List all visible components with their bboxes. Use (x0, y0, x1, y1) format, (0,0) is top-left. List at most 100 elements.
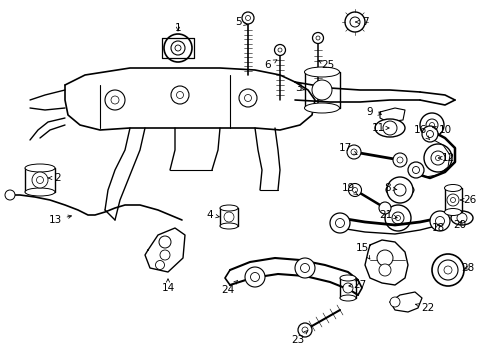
Ellipse shape (304, 103, 339, 113)
Circle shape (382, 121, 396, 135)
Circle shape (456, 213, 466, 223)
Circle shape (159, 236, 171, 248)
Circle shape (392, 153, 406, 167)
Circle shape (32, 172, 48, 188)
Text: 8: 8 (384, 183, 396, 193)
Ellipse shape (339, 275, 355, 281)
Text: 1: 1 (174, 23, 181, 33)
Text: 19: 19 (341, 183, 357, 195)
Ellipse shape (25, 188, 55, 196)
Text: 26: 26 (460, 195, 476, 205)
Circle shape (378, 202, 390, 214)
Circle shape (423, 144, 451, 172)
Text: 5: 5 (234, 17, 247, 27)
Circle shape (421, 126, 437, 142)
Circle shape (435, 216, 444, 225)
Text: 21: 21 (379, 210, 396, 220)
Circle shape (426, 131, 433, 138)
Text: 3: 3 (294, 83, 304, 93)
Text: 15: 15 (355, 243, 369, 259)
Circle shape (352, 188, 357, 193)
Circle shape (449, 198, 454, 202)
Circle shape (419, 113, 443, 137)
Circle shape (163, 34, 192, 62)
Circle shape (407, 162, 423, 178)
Circle shape (274, 45, 285, 55)
Ellipse shape (220, 205, 238, 211)
Circle shape (176, 91, 183, 99)
Ellipse shape (450, 211, 472, 225)
Circle shape (224, 212, 234, 222)
Text: 20: 20 (452, 220, 466, 230)
Circle shape (350, 149, 356, 155)
Circle shape (242, 12, 253, 24)
Circle shape (300, 264, 309, 273)
Text: 25: 25 (318, 60, 334, 70)
Text: 23: 23 (291, 330, 307, 345)
Circle shape (171, 86, 189, 104)
Text: 4: 4 (206, 210, 219, 220)
Circle shape (278, 48, 282, 52)
Circle shape (349, 17, 359, 27)
Circle shape (378, 264, 390, 276)
Text: 24: 24 (221, 280, 237, 295)
Text: 11: 11 (370, 123, 388, 133)
Circle shape (346, 145, 360, 159)
Circle shape (244, 267, 264, 287)
Circle shape (297, 323, 311, 337)
Circle shape (5, 190, 15, 200)
Text: 6: 6 (264, 60, 276, 70)
Text: 16: 16 (412, 125, 429, 140)
Circle shape (312, 32, 323, 44)
Ellipse shape (374, 119, 404, 137)
Circle shape (430, 151, 444, 165)
Circle shape (412, 166, 419, 174)
Ellipse shape (220, 223, 238, 229)
Circle shape (311, 80, 331, 100)
Circle shape (244, 94, 251, 102)
Circle shape (446, 194, 458, 206)
Circle shape (171, 41, 184, 55)
Circle shape (431, 254, 463, 286)
Circle shape (111, 96, 119, 104)
Circle shape (239, 89, 257, 107)
Circle shape (315, 36, 319, 40)
Ellipse shape (25, 164, 55, 172)
Text: 12: 12 (438, 153, 454, 163)
Ellipse shape (304, 67, 339, 77)
Circle shape (435, 156, 440, 161)
Circle shape (396, 157, 402, 163)
Text: 9: 9 (366, 107, 381, 117)
Circle shape (429, 211, 449, 231)
Circle shape (389, 297, 399, 307)
Ellipse shape (444, 185, 461, 192)
Circle shape (175, 45, 181, 51)
Circle shape (348, 184, 361, 197)
Circle shape (391, 212, 403, 224)
Circle shape (155, 261, 164, 270)
Ellipse shape (444, 208, 461, 216)
Text: 27: 27 (348, 280, 366, 290)
Circle shape (245, 15, 250, 21)
Circle shape (428, 122, 434, 127)
Circle shape (105, 90, 125, 110)
Circle shape (302, 327, 307, 333)
Text: 13: 13 (48, 215, 71, 225)
Circle shape (395, 216, 400, 220)
Circle shape (386, 177, 412, 203)
Circle shape (393, 184, 405, 196)
Text: 18: 18 (430, 223, 444, 233)
Circle shape (335, 219, 344, 228)
Text: 17: 17 (338, 143, 356, 154)
Circle shape (345, 12, 364, 32)
Text: 28: 28 (461, 263, 474, 273)
Circle shape (376, 250, 392, 266)
Circle shape (384, 205, 410, 231)
Text: 7: 7 (355, 17, 367, 27)
Circle shape (342, 283, 352, 293)
Circle shape (329, 213, 349, 233)
Text: 14: 14 (161, 279, 174, 293)
Text: 2: 2 (48, 173, 61, 183)
Circle shape (160, 250, 170, 260)
Text: 22: 22 (415, 303, 434, 313)
